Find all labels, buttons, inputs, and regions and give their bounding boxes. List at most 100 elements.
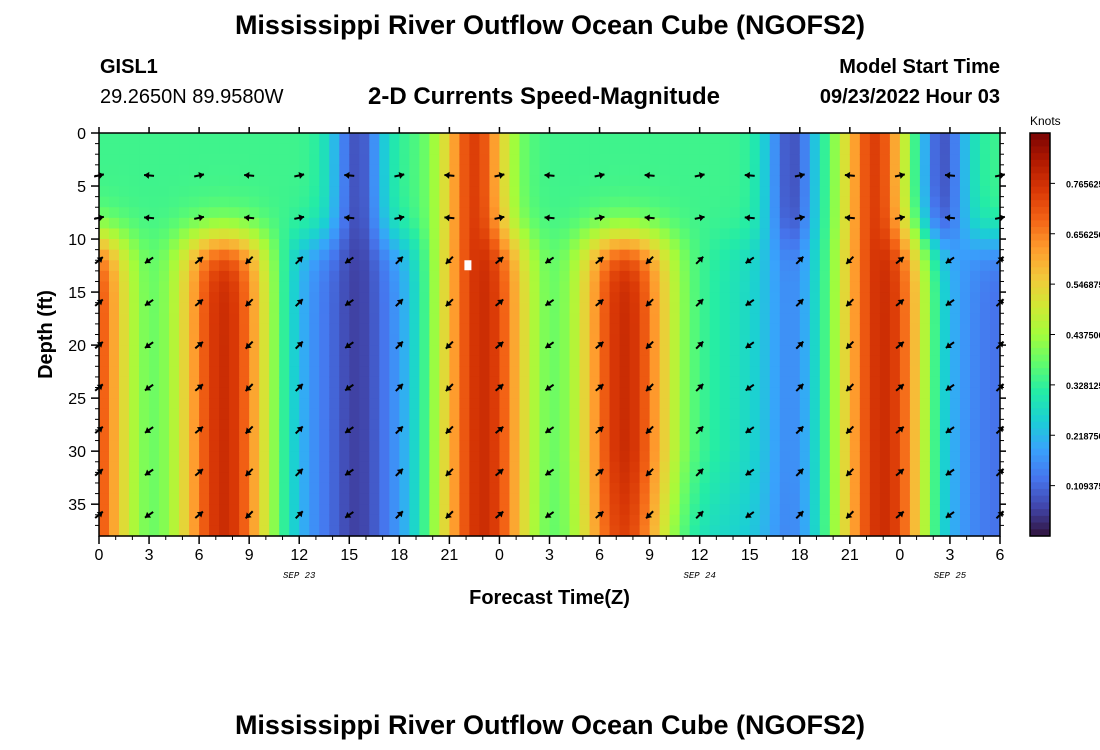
heatmap-cell (519, 154, 531, 166)
heatmap-cell (109, 164, 120, 177)
heatmap-cell (919, 525, 931, 537)
heatmap-cell (179, 175, 190, 187)
heatmap-cell (919, 451, 931, 463)
heatmap-cell (979, 196, 991, 208)
heatmap-cell (979, 217, 991, 230)
heatmap-cell (729, 419, 741, 431)
heatmap-cell (719, 281, 731, 293)
heatmap-cell (599, 228, 611, 240)
current-vector-arrowhead (646, 512, 653, 519)
heatmap-cell (859, 239, 871, 251)
heatmap-cell (899, 482, 911, 495)
heatmap-cell (189, 270, 200, 283)
heatmap-cell (799, 514, 811, 526)
heatmap-cell (439, 387, 450, 399)
heatmap-cell (709, 504, 721, 516)
heatmap-cell (889, 228, 901, 240)
heatmap-cell (779, 217, 791, 230)
heatmap-cell (239, 345, 250, 357)
heatmap-cell (239, 196, 250, 208)
heatmap-cell (489, 355, 501, 367)
heatmap-cell (859, 313, 871, 325)
heatmap-cell (429, 270, 440, 283)
heatmap-cell (319, 461, 330, 473)
heatmap-cell (189, 419, 200, 431)
heatmap-cell (859, 482, 871, 495)
heatmap-cell (769, 482, 781, 495)
heatmap-cell (479, 334, 491, 346)
heatmap-cell (519, 472, 531, 484)
heatmap-cell (499, 440, 511, 452)
heatmap-cell (589, 472, 601, 484)
heatmap-cell (489, 292, 501, 304)
heatmap-cell (719, 504, 731, 516)
heatmap-cell (839, 313, 851, 325)
current-vector-arrowhead (944, 214, 951, 222)
heatmap-cell (409, 313, 420, 325)
heatmap-cell (629, 472, 641, 484)
heatmap-cell (879, 514, 891, 526)
heatmap-cell (679, 355, 691, 367)
heatmap-cell (409, 355, 420, 367)
heatmap-cell (719, 345, 731, 357)
heatmap-cell (989, 408, 1001, 420)
heatmap-cell (269, 154, 280, 166)
heatmap-cell (639, 175, 651, 187)
heatmap-cell (359, 196, 370, 208)
x-tick-label: 6 (595, 547, 604, 564)
heatmap-cell (859, 292, 871, 304)
heatmap-cell (229, 398, 240, 410)
heatmap-cell (129, 186, 140, 198)
heatmap-cell (109, 186, 120, 198)
heatmap-cell (489, 387, 501, 399)
heatmap-cell (159, 281, 170, 293)
heatmap-cell (809, 239, 821, 251)
heatmap-cell (889, 249, 901, 261)
heatmap-cell (419, 504, 430, 516)
heatmap-cell (889, 207, 901, 219)
heatmap-cell (539, 451, 551, 463)
heatmap-cell (149, 440, 160, 452)
heatmap-cell (869, 482, 881, 495)
heatmap-cell (369, 504, 380, 516)
heatmap-cell (639, 323, 651, 336)
heatmap-cell (859, 355, 871, 367)
heatmap-cell (259, 217, 270, 230)
heatmap-cell (709, 302, 721, 314)
heatmap-cell (949, 419, 961, 431)
heatmap-cell (899, 429, 911, 442)
heatmap-cell (709, 334, 721, 346)
current-vector-arrowhead (646, 342, 653, 349)
heatmap-cell (779, 514, 791, 526)
heatmap-cell (409, 260, 420, 272)
heatmap-cell (149, 260, 160, 272)
heatmap-cell (559, 429, 571, 442)
heatmap-cell (659, 217, 671, 230)
heatmap-cell (579, 461, 591, 473)
heatmap-cell (869, 408, 881, 420)
heatmap-cell (139, 302, 150, 314)
heatmap-cell (859, 514, 871, 526)
heatmap-cell (969, 461, 981, 473)
heatmap-cell (519, 281, 531, 293)
heatmap-cell (869, 429, 881, 442)
heatmap-cell (839, 355, 851, 367)
heatmap-cell (799, 345, 811, 357)
heatmap-cell (909, 514, 921, 526)
heatmap-cell (309, 143, 320, 155)
heatmap-cell (679, 175, 691, 187)
heatmap-cell (959, 292, 971, 304)
heatmap-cell (219, 313, 230, 325)
heatmap-cell (229, 429, 240, 442)
heatmap-cell (969, 525, 981, 537)
heatmap-cell (629, 451, 641, 463)
heatmap-cell (149, 270, 160, 283)
heatmap-cell (859, 228, 871, 240)
heatmap-cell (759, 366, 771, 378)
heatmap-cell (739, 366, 751, 378)
heatmap-cell (859, 451, 871, 463)
current-vector-arrowhead (544, 171, 550, 179)
heatmap-cell (699, 313, 711, 325)
heatmap-cell (659, 398, 671, 410)
heatmap-cell (819, 493, 831, 505)
